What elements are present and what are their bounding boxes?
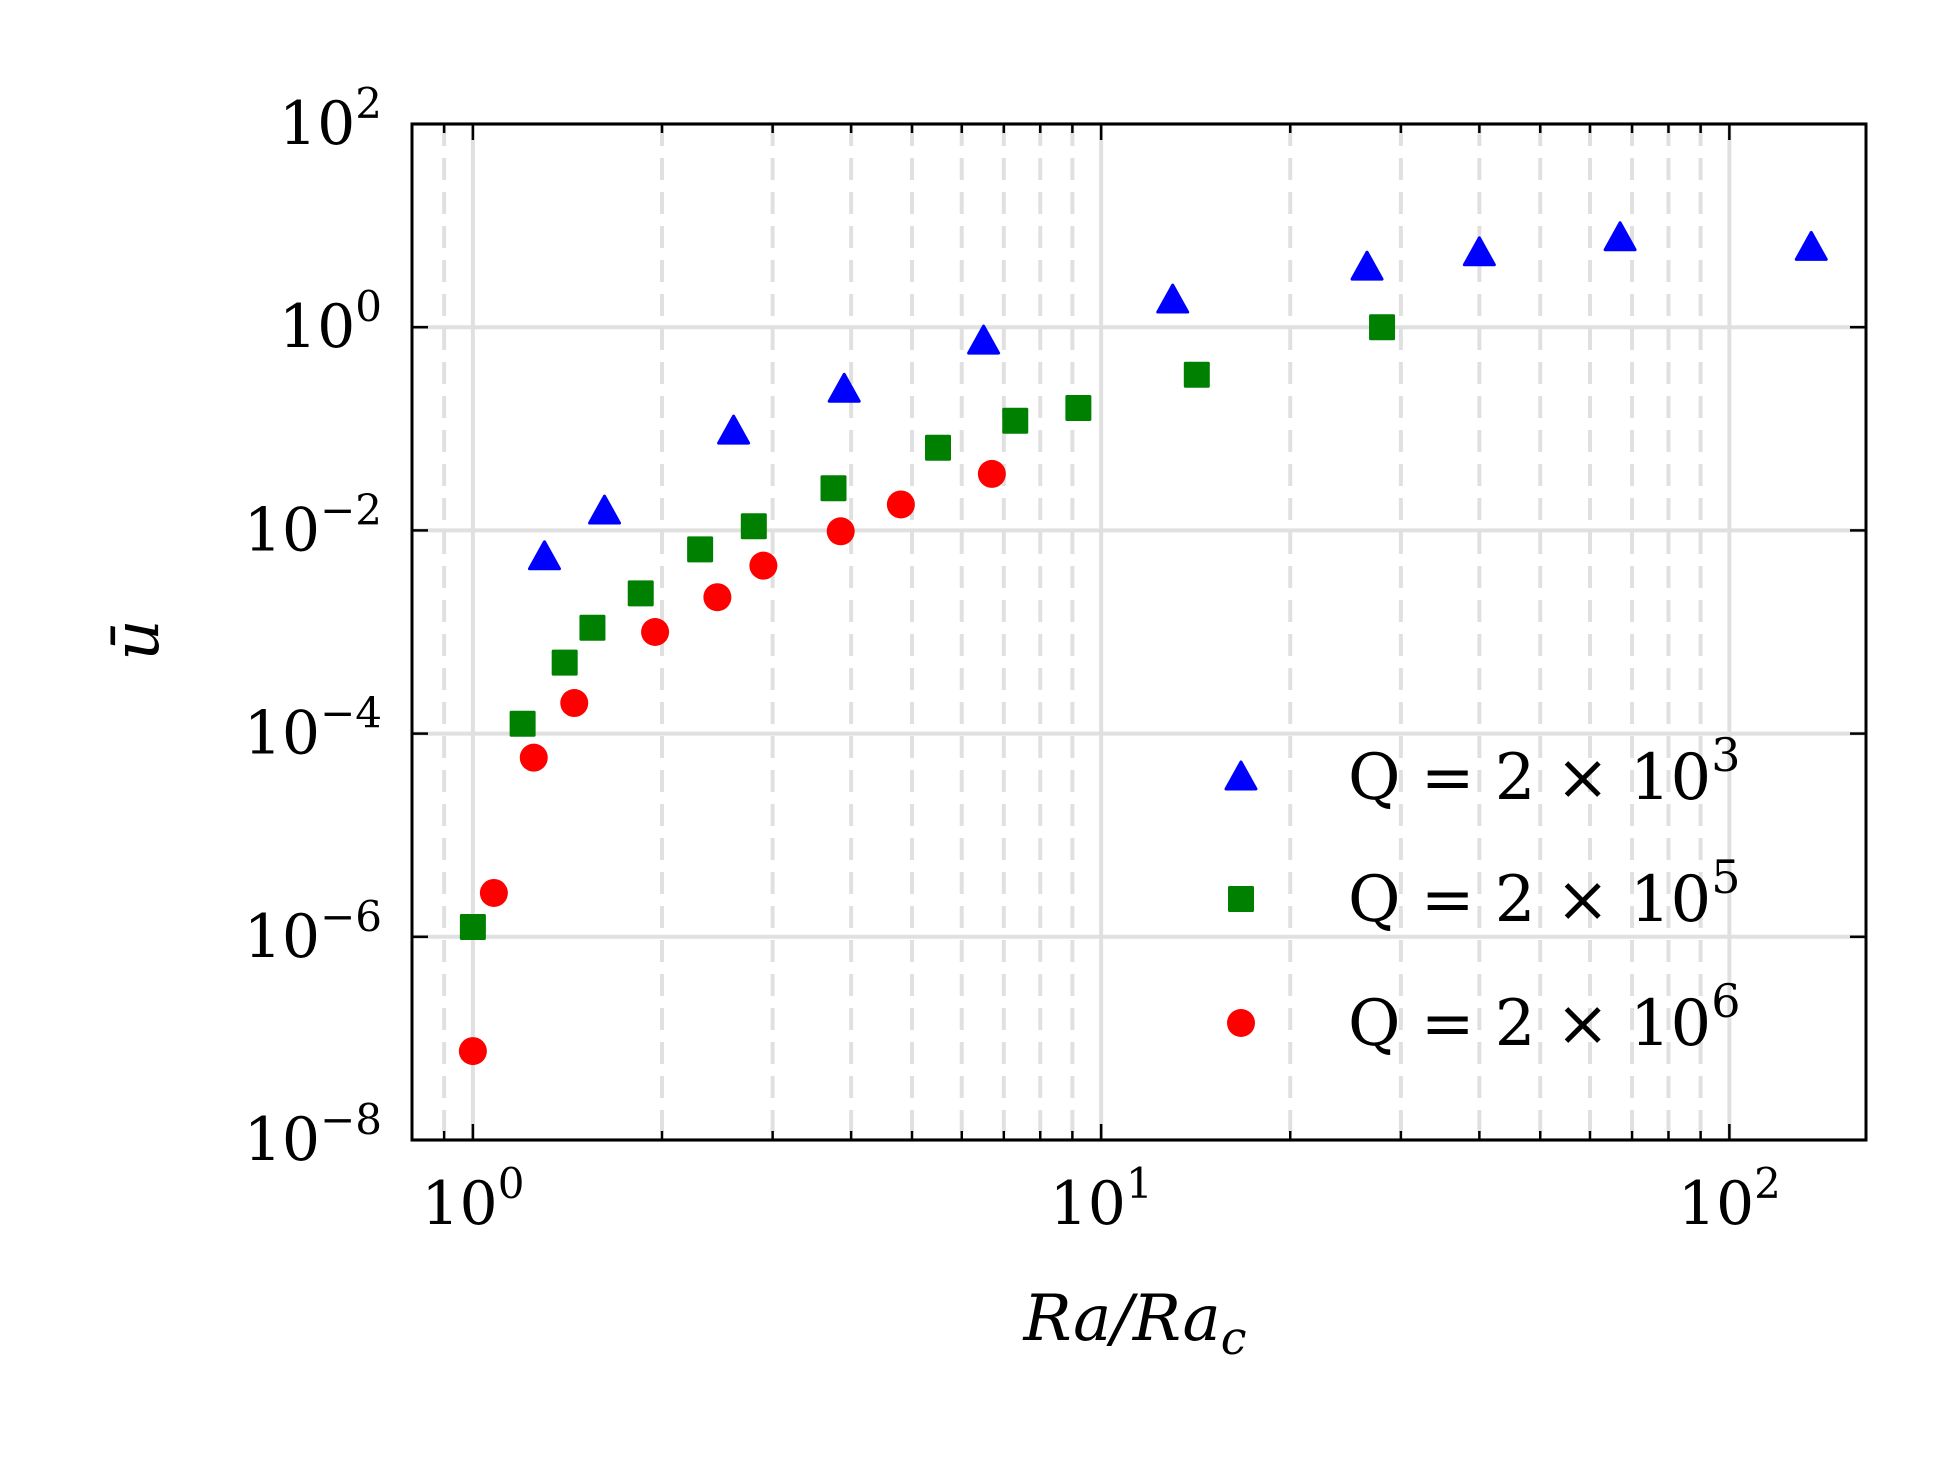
data-point <box>820 475 847 502</box>
y-tick-label: 10−6 <box>244 892 382 972</box>
legend-label-exponent: 5 <box>1711 850 1740 904</box>
legend-marker-square <box>1228 886 1254 912</box>
data-point <box>551 649 578 676</box>
x-tick-label-base: 10 <box>1050 1169 1126 1239</box>
data-point <box>509 710 536 737</box>
x-tick-label: 101 <box>1050 1159 1153 1239</box>
legend-marker-circle <box>1227 1009 1255 1037</box>
data-point <box>1462 236 1496 267</box>
legend-label-exponent: 6 <box>1711 974 1740 1028</box>
data-point <box>527 540 561 571</box>
x-tick-label-exponent: 2 <box>1754 1159 1781 1208</box>
legend-marker-triangle <box>1224 760 1258 791</box>
y-tick-label: 10−4 <box>244 689 382 769</box>
data-point <box>588 494 622 525</box>
x-tick-label: 100 <box>421 1159 524 1239</box>
data-point <box>1794 230 1828 261</box>
x-tick-label-exponent: 0 <box>498 1159 525 1208</box>
data-point <box>519 743 548 772</box>
y-tick-label-base: 10 <box>279 292 355 362</box>
data-point <box>826 517 855 546</box>
data-point <box>579 614 606 641</box>
legend-item: Q = 2 × 105 <box>1228 850 1741 937</box>
y-tick-label-exponent: −4 <box>320 689 382 738</box>
x-axis-label-subscript: c <box>1221 1311 1247 1365</box>
x-tick-label-exponent: 1 <box>1126 1159 1153 1208</box>
data-point <box>459 913 486 940</box>
data-point <box>1183 361 1210 388</box>
series-circle <box>458 459 1006 1066</box>
legend-item: Q = 2 × 103 <box>1224 728 1741 815</box>
y-tick-label: 10−2 <box>244 485 382 565</box>
y-tick-label-base: 10 <box>244 699 320 769</box>
y-tick-label-exponent: 0 <box>355 282 382 331</box>
x-axis-label: Ra/Rac <box>1023 1282 1247 1365</box>
data-point <box>458 1037 487 1066</box>
ticks <box>412 122 1866 1142</box>
y-tick-label-base: 10 <box>244 1105 320 1175</box>
legend-label: Q = 2 × 103 <box>1348 728 1741 815</box>
y-tick-label: 10−8 <box>244 1095 382 1175</box>
legend-label-text: Q = 2 × 10 <box>1348 863 1711 937</box>
y-tick-label-exponent: 2 <box>355 79 382 128</box>
series-triangle <box>527 221 1828 571</box>
y-tick-label-exponent: −6 <box>320 892 382 941</box>
series-square <box>459 314 1396 940</box>
legend-label-exponent: 3 <box>1711 728 1740 782</box>
y-tick-label-exponent: −2 <box>320 485 382 534</box>
legend-label-text: Q = 2 × 10 <box>1348 987 1711 1061</box>
legend-label: Q = 2 × 105 <box>1348 850 1741 937</box>
data-point <box>886 490 915 519</box>
data-points <box>458 221 1828 1066</box>
data-point <box>641 618 670 646</box>
plot-frame <box>410 122 1868 1142</box>
data-point <box>925 434 952 461</box>
data-point <box>687 536 714 563</box>
data-point <box>479 878 508 907</box>
y-tick-label-exponent: −8 <box>320 1095 382 1144</box>
data-point <box>717 414 751 445</box>
data-point <box>1603 221 1637 252</box>
data-point <box>977 459 1006 488</box>
data-point <box>1156 283 1190 314</box>
data-point <box>1002 407 1029 434</box>
y-tick-label-base: 10 <box>244 495 320 565</box>
data-point <box>1065 395 1092 422</box>
x-tick-label-base: 10 <box>1678 1169 1754 1239</box>
legend-label: Q = 2 × 106 <box>1348 974 1741 1061</box>
data-point <box>703 583 732 612</box>
y-tick-label: 100 <box>279 282 382 362</box>
data-point <box>740 513 767 540</box>
legend-item: Q = 2 × 106 <box>1227 974 1741 1061</box>
data-point <box>1369 314 1396 341</box>
data-point <box>827 372 861 403</box>
y-tick-label-base: 10 <box>279 89 355 159</box>
y-axis-label: ū <box>100 619 174 660</box>
y-tick-label-base: 10 <box>244 902 320 972</box>
data-point <box>627 580 654 607</box>
data-point <box>967 324 1001 355</box>
x-tick-label: 102 <box>1678 1159 1781 1239</box>
x-tick-label-base: 10 <box>421 1169 497 1239</box>
data-point <box>749 551 778 580</box>
y-tick-label: 102 <box>279 79 382 159</box>
legend-label-text: Q = 2 × 10 <box>1348 741 1711 815</box>
data-point <box>1350 250 1384 281</box>
data-point <box>560 689 589 718</box>
